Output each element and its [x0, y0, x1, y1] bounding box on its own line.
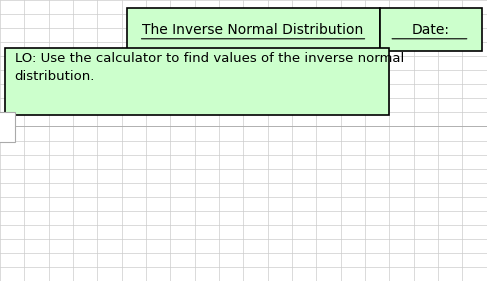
Text: The Inverse Normal Distribution: The Inverse Normal Distribution [142, 22, 364, 37]
FancyBboxPatch shape [0, 112, 14, 142]
Text: Date:: Date: [412, 22, 450, 37]
FancyBboxPatch shape [126, 8, 380, 51]
FancyBboxPatch shape [5, 48, 390, 115]
Text: LO: Use the calculator to find values of the inverse normal
distribution.: LO: Use the calculator to find values of… [14, 52, 404, 83]
FancyBboxPatch shape [380, 8, 482, 51]
